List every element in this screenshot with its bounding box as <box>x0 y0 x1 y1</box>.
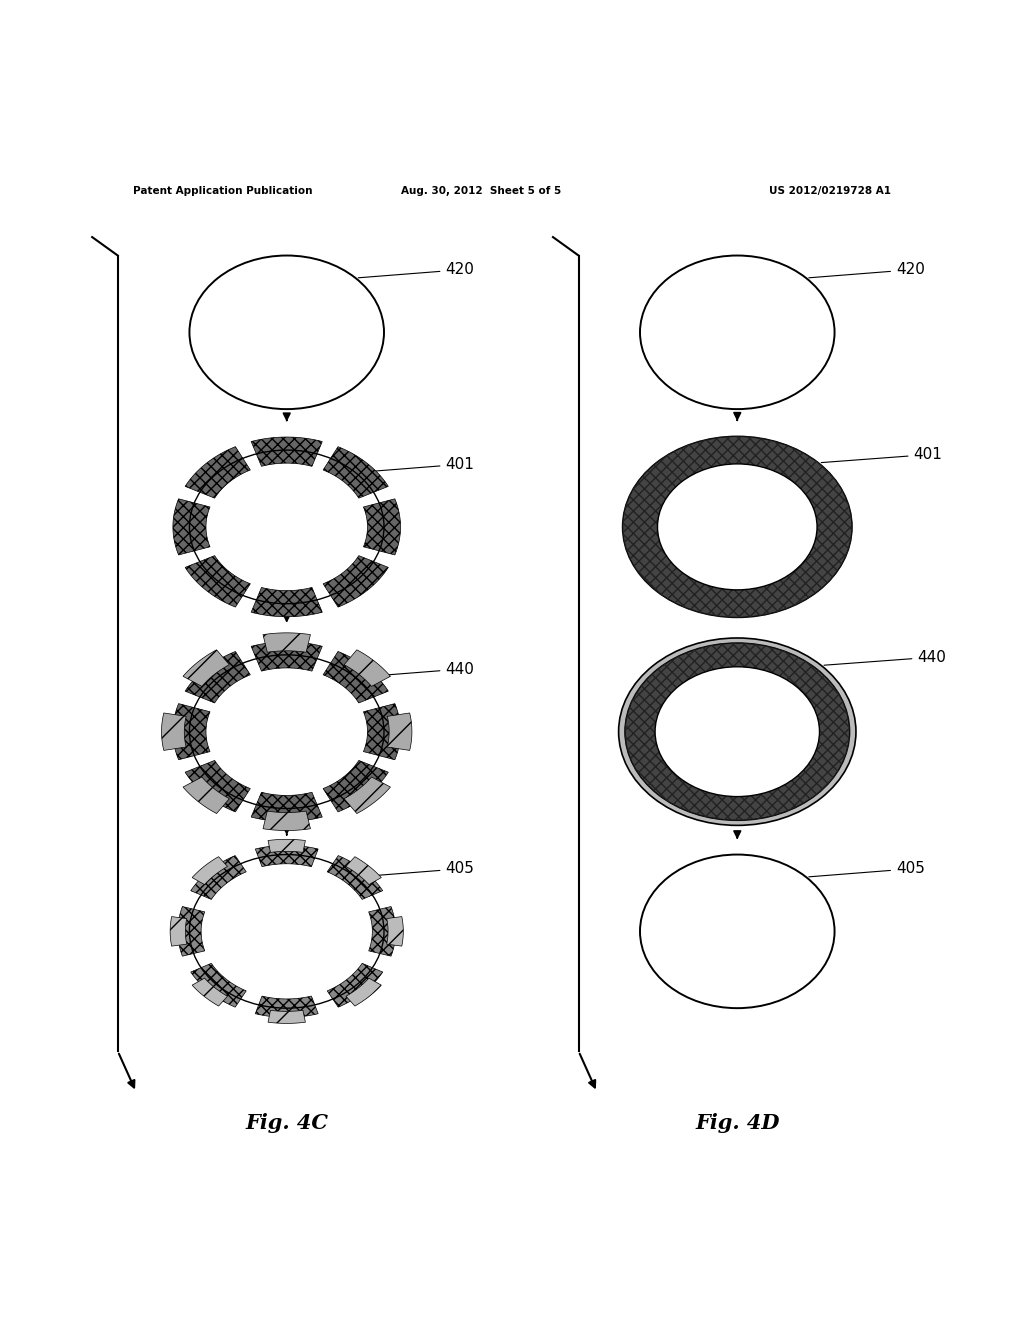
Polygon shape <box>328 855 383 899</box>
Text: 440: 440 <box>358 661 474 677</box>
Polygon shape <box>185 652 250 704</box>
Polygon shape <box>193 978 227 1006</box>
Polygon shape <box>324 556 388 607</box>
Text: 401: 401 <box>821 447 942 462</box>
Text: 440: 440 <box>824 649 946 665</box>
Polygon shape <box>344 649 390 686</box>
Text: Aug. 30, 2012  Sheet 5 of 5: Aug. 30, 2012 Sheet 5 of 5 <box>401 186 561 195</box>
Polygon shape <box>255 997 318 1018</box>
Text: Patent Application Publication: Patent Application Publication <box>133 186 312 195</box>
Polygon shape <box>364 499 400 554</box>
Polygon shape <box>387 916 403 946</box>
Text: 405: 405 <box>358 862 474 876</box>
Polygon shape <box>268 840 305 853</box>
Polygon shape <box>251 587 323 616</box>
Ellipse shape <box>618 638 856 825</box>
Polygon shape <box>178 907 205 956</box>
Polygon shape <box>268 1010 305 1023</box>
Polygon shape <box>251 642 323 671</box>
Polygon shape <box>251 437 323 466</box>
Polygon shape <box>263 632 310 652</box>
Text: 405: 405 <box>809 862 925 876</box>
Polygon shape <box>183 649 229 686</box>
Text: Fig. 4D: Fig. 4D <box>695 1113 779 1133</box>
Text: 420: 420 <box>809 263 925 277</box>
Polygon shape <box>324 652 388 704</box>
Polygon shape <box>255 845 318 867</box>
Polygon shape <box>387 713 412 750</box>
Polygon shape <box>364 704 400 760</box>
Ellipse shape <box>657 463 817 590</box>
Polygon shape <box>324 446 388 498</box>
Polygon shape <box>173 499 210 554</box>
Polygon shape <box>346 978 381 1006</box>
Polygon shape <box>251 792 323 821</box>
Polygon shape <box>344 777 390 813</box>
Text: Fig. 4C: Fig. 4C <box>245 1113 329 1133</box>
Polygon shape <box>190 855 246 899</box>
Polygon shape <box>170 916 186 946</box>
Ellipse shape <box>625 643 850 821</box>
Polygon shape <box>173 704 210 760</box>
Text: 401: 401 <box>358 457 474 473</box>
Polygon shape <box>328 964 383 1007</box>
Polygon shape <box>324 760 388 812</box>
Polygon shape <box>185 446 250 498</box>
Ellipse shape <box>623 436 852 618</box>
Polygon shape <box>183 777 229 813</box>
Polygon shape <box>162 713 186 750</box>
Text: US 2012/0219728 A1: US 2012/0219728 A1 <box>769 186 891 195</box>
Polygon shape <box>369 907 395 956</box>
Polygon shape <box>193 857 227 884</box>
Polygon shape <box>190 964 246 1007</box>
Ellipse shape <box>655 667 819 796</box>
Text: 420: 420 <box>358 263 474 277</box>
Polygon shape <box>346 857 381 884</box>
Polygon shape <box>185 556 250 607</box>
Polygon shape <box>185 760 250 812</box>
Polygon shape <box>263 810 310 830</box>
